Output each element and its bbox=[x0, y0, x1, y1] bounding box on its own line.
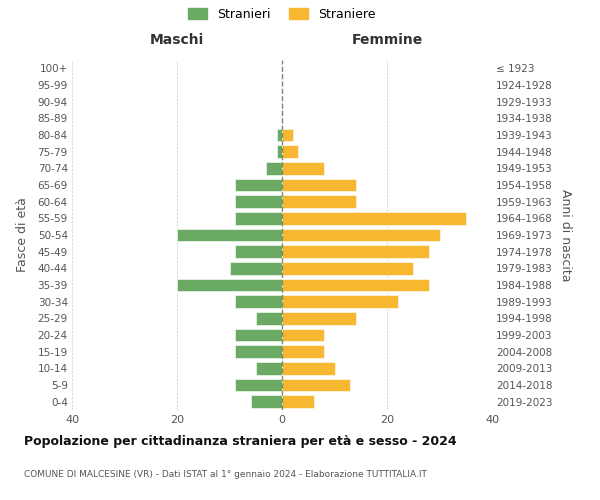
Bar bbox=[251, 396, 282, 408]
Bar bbox=[282, 279, 429, 291]
Bar bbox=[282, 312, 355, 324]
Text: COMUNE DI MALCESINE (VR) - Dati ISTAT al 1° gennaio 2024 - Elaborazione TUTTITAL: COMUNE DI MALCESINE (VR) - Dati ISTAT al… bbox=[24, 470, 427, 479]
Bar bbox=[282, 346, 324, 358]
Bar bbox=[235, 196, 282, 208]
Bar bbox=[235, 212, 282, 224]
Bar bbox=[235, 246, 282, 258]
Bar bbox=[235, 346, 282, 358]
Bar bbox=[235, 296, 282, 308]
Bar bbox=[277, 129, 282, 141]
Bar bbox=[282, 179, 355, 192]
Bar bbox=[282, 196, 355, 208]
Bar bbox=[282, 212, 466, 224]
Bar bbox=[282, 296, 398, 308]
Bar bbox=[282, 129, 293, 141]
Bar bbox=[282, 379, 350, 391]
Bar bbox=[235, 379, 282, 391]
Text: Popolazione per cittadinanza straniera per età e sesso - 2024: Popolazione per cittadinanza straniera p… bbox=[24, 435, 457, 448]
Bar bbox=[229, 262, 282, 274]
Bar bbox=[282, 362, 335, 374]
Bar bbox=[256, 312, 282, 324]
Bar bbox=[282, 329, 324, 341]
Bar bbox=[256, 362, 282, 374]
Bar bbox=[282, 262, 413, 274]
Bar bbox=[282, 229, 439, 241]
Bar bbox=[282, 162, 324, 174]
Y-axis label: Fasce di età: Fasce di età bbox=[16, 198, 29, 272]
Bar bbox=[177, 229, 282, 241]
Bar bbox=[282, 146, 298, 158]
Text: Femmine: Femmine bbox=[352, 32, 422, 46]
Bar bbox=[277, 146, 282, 158]
Bar bbox=[282, 396, 314, 408]
Bar bbox=[235, 329, 282, 341]
Bar bbox=[177, 279, 282, 291]
Text: Maschi: Maschi bbox=[150, 32, 204, 46]
Bar bbox=[235, 179, 282, 192]
Bar bbox=[282, 246, 429, 258]
Legend: Stranieri, Straniere: Stranieri, Straniere bbox=[184, 2, 380, 26]
Bar bbox=[266, 162, 282, 174]
Y-axis label: Anni di nascita: Anni di nascita bbox=[559, 188, 572, 281]
